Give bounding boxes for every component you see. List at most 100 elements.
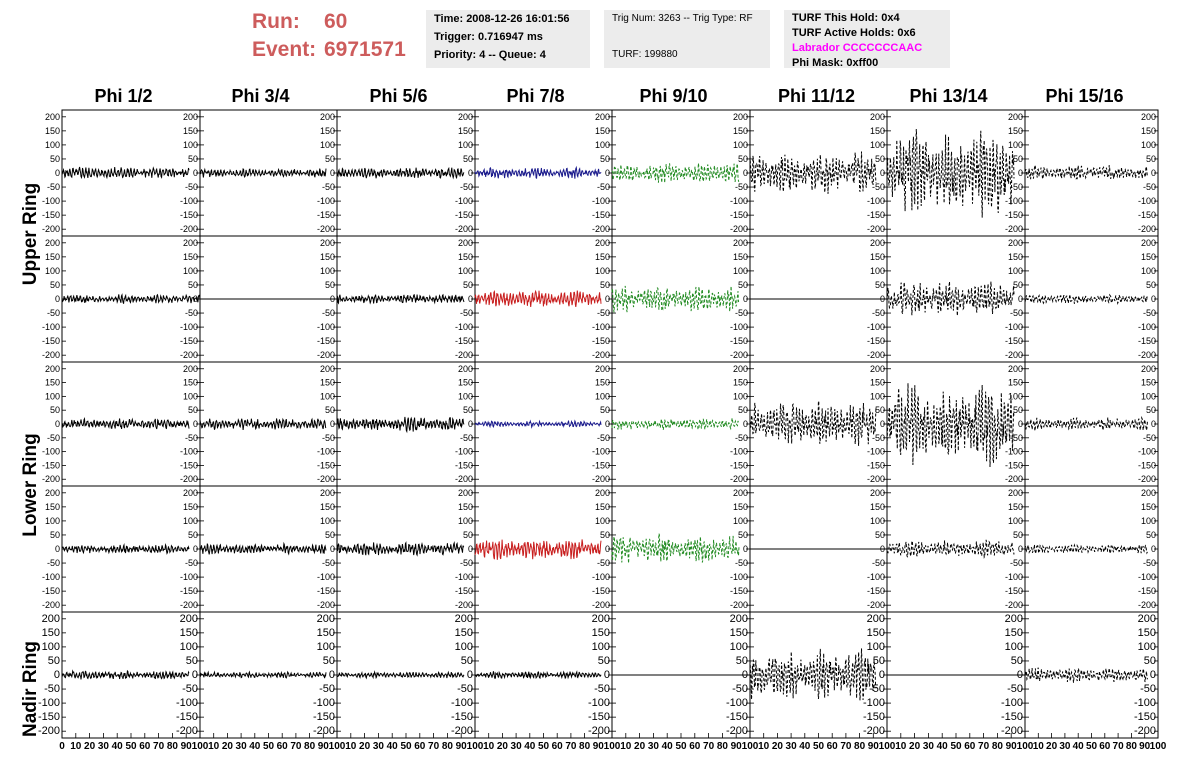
y-tick-label: -200: [317, 350, 335, 360]
y-tick-label: -100: [726, 697, 748, 709]
y-tick-label: 0: [55, 419, 60, 429]
y-tick-label: -100: [42, 447, 60, 457]
y-tick-label: -100: [180, 447, 198, 457]
y-tick-label: 50: [50, 280, 60, 290]
y-tick-label: 100: [1008, 140, 1023, 150]
y-tick-label-right: 150: [1141, 126, 1156, 136]
x-tick-label: 70: [428, 741, 440, 752]
y-tick-label: -150: [42, 586, 60, 596]
y-tick-label: -50: [319, 683, 335, 695]
x-tick-label: 60: [1099, 741, 1111, 752]
y-tick-label: 200: [45, 112, 60, 122]
y-tick-label: 0: [742, 669, 748, 681]
y-tick-label: 100: [320, 140, 335, 150]
x-tick-label: 100: [192, 741, 209, 752]
y-tick-label: 200: [595, 238, 610, 248]
waveform-cell-phi-3-4-row-3: 200 150 100 50 0 -50 -100 -150 -200: [180, 485, 338, 613]
y-tick-label: 200: [320, 364, 335, 374]
y-tick-label: 0: [329, 669, 335, 681]
y-tick-label: -100: [867, 196, 885, 206]
y-tick-label: -200: [1005, 474, 1023, 484]
y-tick-label: -200: [455, 600, 473, 610]
waveform-trace: [886, 383, 1015, 468]
y-tick-label-right: 100: [1141, 140, 1156, 150]
y-tick-label: 50: [325, 405, 335, 415]
y-tick-label: -200: [455, 224, 473, 234]
y-tick-label-right: 0: [1150, 669, 1156, 681]
y-tick-label: -50: [322, 308, 335, 318]
y-tick-label: -150: [863, 711, 885, 723]
y-tick-label: 50: [1013, 530, 1023, 540]
y-tick-label: 50: [463, 154, 473, 164]
x-tick-label: 80: [579, 741, 591, 752]
waveform-cell-phi-1-2-row-3: 200 150 100 50 0 -50 -100 -150 -200: [42, 485, 201, 613]
y-tick-label: -150: [180, 586, 198, 596]
y-tick-label: -50: [322, 558, 335, 568]
y-tick-label: 100: [183, 266, 198, 276]
x-tick-label: 100: [329, 741, 346, 752]
y-tick-label: 150: [595, 126, 610, 136]
x-tick-label: 70: [840, 741, 852, 752]
y-tick-label: 0: [193, 168, 198, 178]
waveform-cell-phi-7-8-row-2: 200 150 100 50 0 -50 -100 -150 -200: [455, 361, 613, 487]
waveform-cell-phi-9-10-row-3: 200 150 100 50 0 -50 -100 -150 -200: [592, 485, 751, 613]
y-tick-label: 200: [183, 238, 198, 248]
y-tick-label: -100: [592, 322, 610, 332]
waveform-cell-phi-5-6-row-0: 200 150 100 50 0 -50 -100 -150 -200: [317, 109, 476, 237]
y-tick-label: -100: [176, 697, 198, 709]
x-tick-label: 100: [879, 741, 896, 752]
y-tick-label: 200: [180, 613, 198, 625]
x-tick-label: 50: [400, 741, 412, 752]
x-tick-label: 20: [772, 741, 784, 752]
y-tick-label: 0: [55, 168, 60, 178]
x-tick-label: 80: [167, 741, 179, 752]
x-tick-label: 30: [786, 741, 798, 752]
y-tick-label: -50: [460, 433, 473, 443]
y-tick-label: -200: [176, 725, 198, 737]
y-tick-label-right: -50: [1143, 433, 1156, 443]
y-tick-label: 100: [733, 391, 748, 401]
waveform-cell-phi-15-16-row-3: 200 150 100 50 0 -50 -100 -150 -200 200 150 100 50 0 -…: [1005, 485, 1159, 613]
y-tick-label: 50: [600, 530, 610, 540]
waveform-trace: [611, 163, 740, 183]
y-tick-label: 50: [461, 655, 473, 667]
y-tick-label: -200: [451, 725, 473, 737]
x-tick-label: 10: [345, 741, 357, 752]
waveform-cell-phi-15-16-row-1: 200 150 100 50 0 -50 -100 -150 -200 200 150 100 50 0 -…: [1005, 235, 1159, 363]
waveform-trace: [61, 166, 190, 180]
y-tick-label-right: 150: [1141, 502, 1156, 512]
y-tick-label: -100: [863, 697, 885, 709]
y-tick-label-right: 200: [1138, 613, 1156, 625]
y-tick-label: -50: [735, 558, 748, 568]
waveform-trace: [1024, 165, 1148, 180]
y-tick-label-right: -100: [1138, 572, 1156, 582]
y-tick-label: -100: [867, 322, 885, 332]
y-tick-label: 100: [183, 516, 198, 526]
waveform-trace: [474, 419, 602, 429]
y-tick-label: -150: [451, 711, 473, 723]
x-tick-label: 80: [1126, 741, 1138, 752]
run-label: Run:: [252, 10, 300, 33]
y-tick-label: 50: [1013, 154, 1023, 164]
y-tick-label: 100: [45, 516, 60, 526]
waveform-trace: [336, 416, 465, 434]
y-tick-label: 200: [733, 238, 748, 248]
y-tick-label: -100: [317, 447, 335, 457]
y-tick-label: 200: [183, 112, 198, 122]
y-tick-label: 150: [870, 378, 885, 388]
y-tick-label: -100: [1005, 196, 1023, 206]
y-tick-label: 150: [45, 126, 60, 136]
y-tick-label: 100: [1005, 641, 1023, 653]
x-tick-label: 30: [236, 741, 248, 752]
y-tick-label: -50: [735, 433, 748, 443]
y-tick-label-right: -150: [1134, 711, 1156, 723]
x-tick-label: 60: [139, 741, 151, 752]
waveform-cell-phi-1-2-row-2: 200 150 100 50 0 -50 -100 -150 -200: [42, 361, 201, 487]
x-tick-label: 60: [689, 741, 701, 752]
y-tick-label: -100: [730, 572, 748, 582]
y-tick-label: -50: [869, 683, 885, 695]
y-tick-label: 50: [875, 405, 885, 415]
y-tick-label: 50: [463, 405, 473, 415]
x-tick-label: 90: [593, 741, 605, 752]
